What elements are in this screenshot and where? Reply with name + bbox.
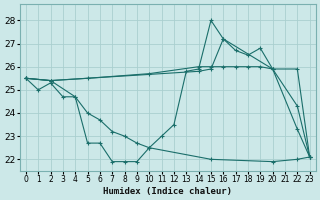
X-axis label: Humidex (Indice chaleur): Humidex (Indice chaleur): [103, 187, 232, 196]
